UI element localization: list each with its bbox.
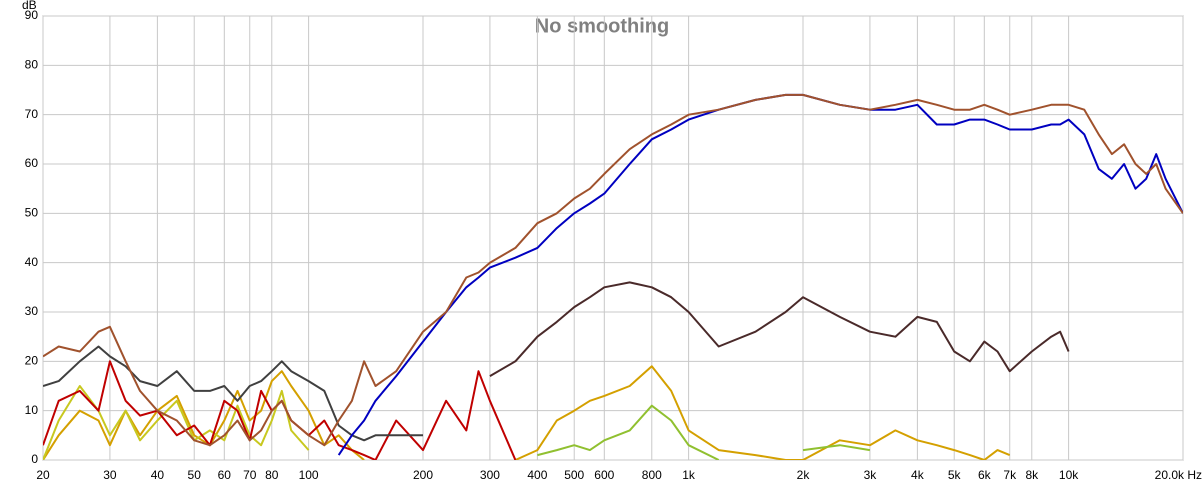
x-tick-label: 6k bbox=[978, 468, 992, 482]
y-tick-label: 0 bbox=[31, 452, 38, 466]
series-line bbox=[489, 281, 1070, 377]
x-tick-label: 4k bbox=[911, 468, 925, 482]
x-tick-label: 600 bbox=[594, 468, 614, 482]
x-tick-label: 500 bbox=[564, 468, 584, 482]
x-tick-label: 8k bbox=[1025, 468, 1039, 482]
y-tick-label: 70 bbox=[25, 107, 39, 121]
x-tick-label: 5k bbox=[948, 468, 962, 482]
x-tick-label: 20.0k Hz bbox=[1155, 468, 1202, 482]
x-tick-label: 7k bbox=[1003, 468, 1017, 482]
x-tick-label: 3k bbox=[864, 468, 878, 482]
x-tick-label: 30 bbox=[103, 468, 117, 482]
y-tick-label: 60 bbox=[25, 156, 39, 170]
series-line bbox=[537, 404, 720, 460]
x-tick-label: 300 bbox=[480, 468, 500, 482]
series-line bbox=[43, 93, 1183, 447]
y-tick-label: 20 bbox=[25, 354, 39, 368]
x-tick-label: 70 bbox=[243, 468, 257, 482]
series-line bbox=[43, 345, 423, 442]
x-tick-label: 100 bbox=[299, 468, 319, 482]
x-tick-label: 10k bbox=[1059, 468, 1079, 482]
series-line bbox=[802, 444, 871, 452]
y-tick-label: 30 bbox=[25, 304, 39, 318]
x-tick-label: 800 bbox=[642, 468, 662, 482]
y-tick-label: 80 bbox=[25, 58, 39, 72]
x-tick-label: 80 bbox=[265, 468, 279, 482]
x-tick-label: 2k bbox=[797, 468, 811, 482]
x-tick-label: 400 bbox=[527, 468, 547, 482]
x-tick-label: 200 bbox=[413, 468, 433, 482]
y-axis-label: dB bbox=[22, 0, 37, 12]
series-line bbox=[43, 370, 365, 460]
y-tick-label: 10 bbox=[25, 403, 39, 417]
x-tick-label: 1k bbox=[682, 468, 696, 482]
y-tick-label: 50 bbox=[25, 206, 39, 220]
series-line bbox=[514, 365, 1011, 460]
x-tick-label: 40 bbox=[151, 468, 165, 482]
y-tick-label: 40 bbox=[25, 255, 39, 269]
y-tick-label: 90 bbox=[25, 8, 39, 22]
x-tick-label: 20 bbox=[36, 468, 50, 482]
plot-area bbox=[42, 15, 1184, 461]
x-tick-label: 60 bbox=[218, 468, 232, 482]
chart-title: No smoothing bbox=[535, 15, 669, 37]
x-tick-label: 50 bbox=[188, 468, 202, 482]
